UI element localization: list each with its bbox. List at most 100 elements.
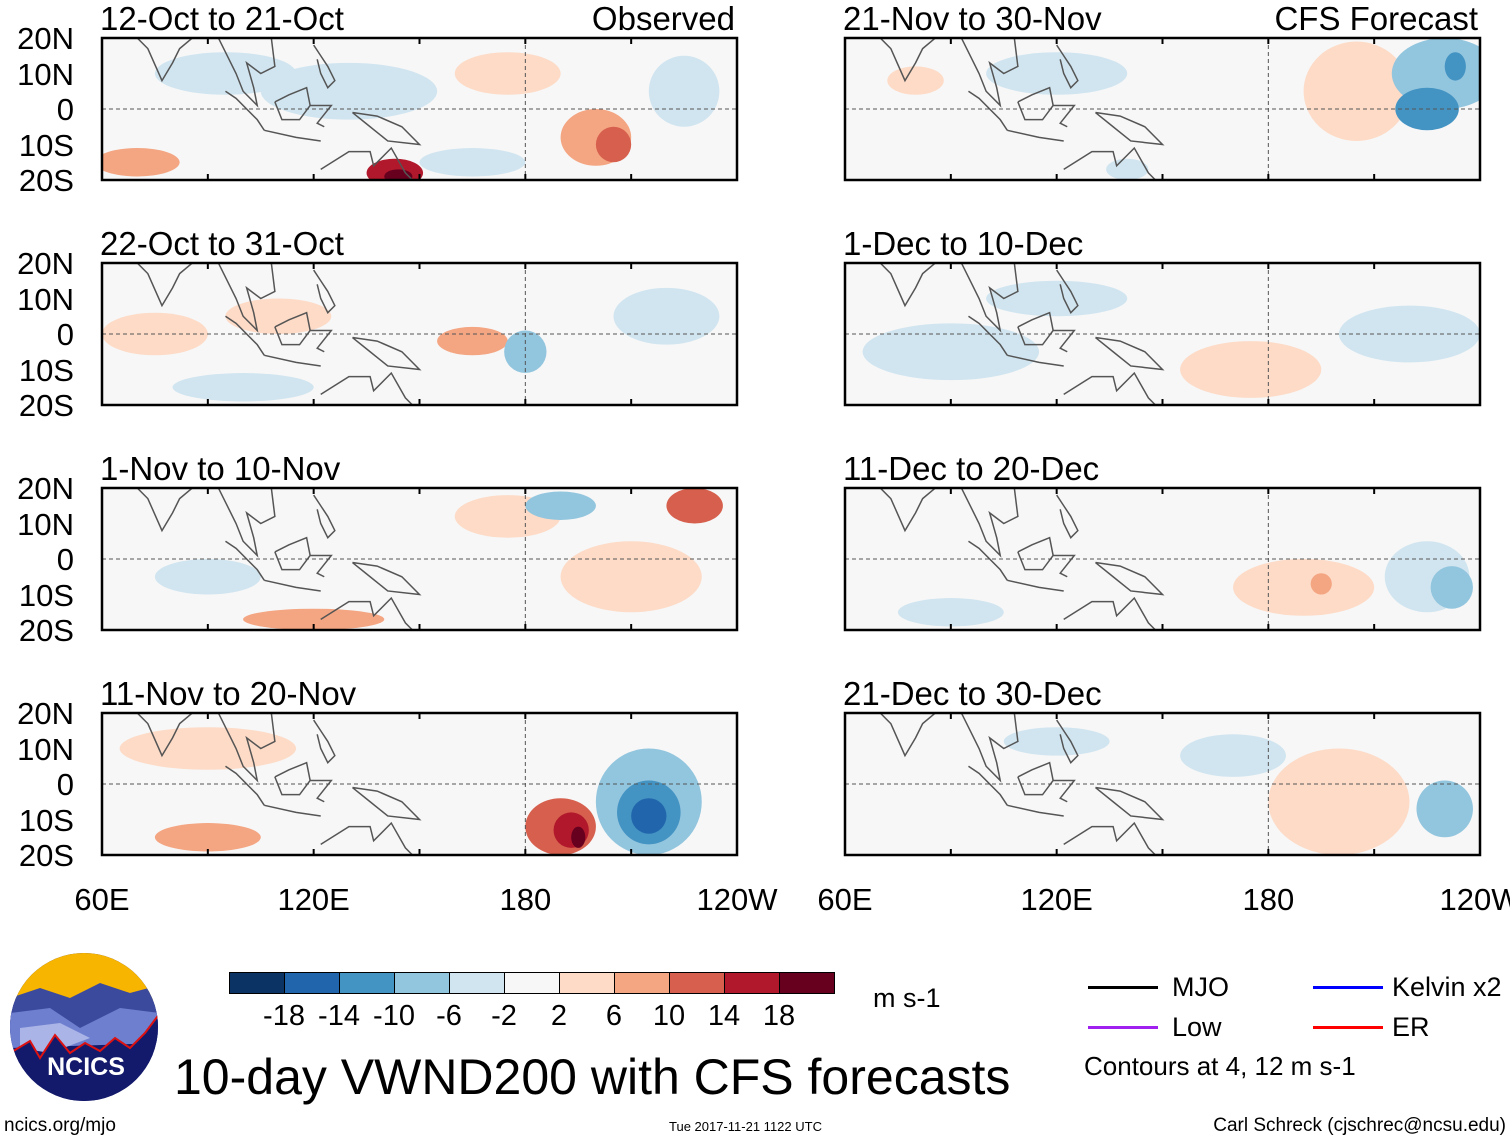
panel-title: 21-Nov to 30-Nov	[843, 0, 1102, 37]
shading-region	[172, 373, 314, 402]
shading-region	[887, 66, 944, 95]
coastline	[1007, 804, 1064, 817]
coastline	[968, 90, 1008, 131]
shading-region	[613, 287, 720, 345]
colorbar-swatch	[724, 972, 780, 994]
shading-region	[102, 148, 180, 177]
panel-source-label: Observed	[591, 0, 735, 37]
colorbar-swatch	[614, 972, 670, 994]
colorbar-swatch	[449, 972, 505, 994]
coastline	[264, 129, 321, 142]
colorbar-swatch	[559, 972, 615, 994]
map-panel	[100, 261, 739, 407]
coastline	[352, 336, 422, 371]
coastline	[310, 104, 333, 128]
contour-note: Contours at 4, 12 m s-1	[1084, 1051, 1356, 1081]
coastline	[320, 146, 413, 180]
lat-label: 20N	[17, 21, 74, 56]
coastline	[1053, 554, 1076, 578]
shading-region	[1416, 780, 1473, 838]
colorbar-swatch	[229, 972, 285, 994]
coastline	[1095, 786, 1165, 821]
map-panel	[100, 711, 739, 857]
coastline	[968, 540, 1008, 581]
shading-region	[1003, 727, 1110, 756]
shading-region	[1180, 734, 1287, 777]
lat-label: 10S	[18, 352, 74, 388]
coastline	[313, 494, 336, 539]
shading-region	[1180, 341, 1322, 398]
legend-label-kelvin: Kelvin x2	[1392, 972, 1502, 1002]
shading-region	[437, 326, 508, 356]
colorbar-label: 6	[605, 1000, 623, 1032]
lon-label: 120E	[1020, 882, 1093, 917]
coastline	[1053, 104, 1076, 128]
panel-title: 1-Nov to 10-Nov	[100, 450, 341, 487]
coastline	[352, 561, 422, 596]
legend-line-kelvin	[1313, 986, 1383, 989]
shading-region	[1310, 573, 1332, 595]
shading-region	[419, 148, 526, 177]
coastline	[960, 263, 1019, 333]
colorbar-swatch	[504, 972, 560, 994]
coastline	[320, 821, 413, 855]
lat-label: 10S	[18, 127, 74, 163]
coastline	[1095, 561, 1165, 596]
panel-title: 11-Dec to 20-Dec	[843, 450, 1100, 487]
shading-region	[571, 826, 586, 848]
colorbar-label: -10	[373, 1000, 415, 1032]
lat-label: 10N	[17, 281, 74, 317]
panel-title: 1-Dec to 10-Dec	[843, 225, 1084, 262]
map-panel	[843, 711, 1482, 857]
shading-region	[260, 62, 438, 120]
coastline	[313, 719, 336, 764]
footer-timestamp: Tue 2017-11-21 1122 UTC	[669, 1119, 822, 1134]
colorbar-label: 14	[707, 1000, 741, 1032]
lat-label: 10N	[17, 56, 74, 92]
shading-region	[631, 798, 667, 834]
shading-region	[986, 280, 1128, 317]
coastline	[1056, 269, 1079, 314]
coastline	[1056, 719, 1079, 764]
shading-region	[119, 727, 297, 770]
coastline	[225, 765, 265, 806]
legend-line-er	[1313, 1026, 1383, 1029]
lat-label: 20N	[17, 471, 74, 506]
shading-region	[986, 52, 1128, 95]
coastline	[225, 90, 265, 131]
panel-title: 11-Nov to 20-Nov	[100, 675, 357, 712]
lat-label: 10S	[18, 802, 74, 838]
shading-region	[1338, 305, 1480, 363]
legend-label-mjo: MJO	[1172, 972, 1229, 1002]
coastline	[136, 488, 194, 533]
coastline	[320, 596, 413, 630]
shading-region	[1233, 559, 1375, 616]
lat-label: 10N	[17, 731, 74, 767]
lon-label: 180	[499, 882, 552, 917]
coastline	[879, 488, 937, 533]
colorbar-label: 10	[652, 1000, 686, 1032]
colorbar-swatch	[284, 972, 340, 994]
lon-label: 60E	[817, 882, 873, 917]
colorbar-label: -2	[491, 1000, 517, 1032]
shading-region	[1444, 52, 1466, 81]
coastline	[352, 111, 422, 146]
coastline	[217, 488, 276, 558]
coastline	[136, 38, 194, 83]
coastline	[1056, 494, 1079, 539]
coastline	[960, 488, 1019, 558]
lat-label: 10N	[17, 506, 74, 542]
lon-label: 60E	[74, 882, 130, 917]
coastline	[264, 804, 321, 817]
legend-label-low: Low	[1172, 1012, 1222, 1042]
footer-url[interactable]: ncics.org/mjo	[4, 1115, 116, 1136]
shading-region	[897, 598, 1004, 627]
shading-region	[154, 559, 261, 595]
coastline	[217, 263, 276, 333]
shading-region	[243, 608, 385, 630]
coastline	[1056, 44, 1079, 89]
coastline	[1053, 779, 1076, 803]
coastline	[1063, 371, 1156, 405]
coastline	[217, 713, 276, 783]
colorbar-swatch	[779, 972, 835, 994]
